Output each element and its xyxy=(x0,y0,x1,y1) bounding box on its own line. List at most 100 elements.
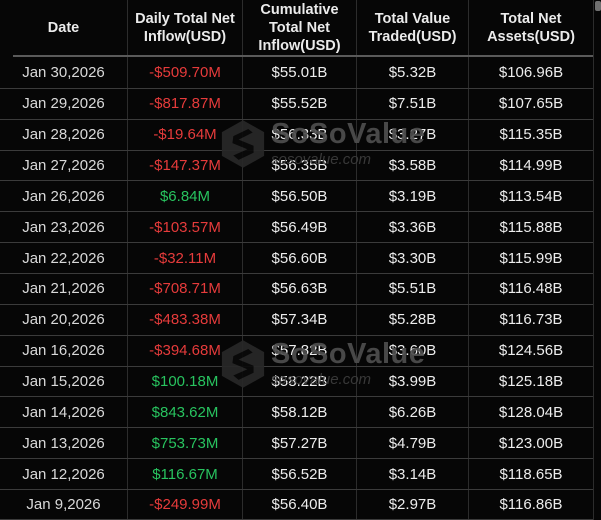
date-cell: Jan 23,2026 xyxy=(0,212,128,243)
cumulative-inflow-cell: $58.22B xyxy=(243,366,357,397)
date-cell: Jan 30,2026 xyxy=(0,57,128,88)
table-row: Jan 15,2026 $100.18M $58.22B $3.99B $125… xyxy=(0,365,593,397)
table-row: Jan 29,2026 -$817.87M $55.52B $7.51B $10… xyxy=(0,87,593,119)
date-cell: Jan 9,2026 xyxy=(0,490,128,519)
header-divider-line xyxy=(13,55,593,57)
table-row: Jan 12,2026 $116.67M $56.52B $3.14B $118… xyxy=(0,458,593,490)
table-row: Jan 27,2026 -$147.37M $56.35B $3.58B $11… xyxy=(0,149,593,181)
cumulative-inflow-cell: $55.01B xyxy=(243,57,357,88)
column-header[interactable]: Total Value Traded(USD) xyxy=(357,0,469,56)
cumulative-inflow-cell: $57.27B xyxy=(243,428,357,459)
net-assets-cell: $124.56B xyxy=(498,342,564,360)
daily-net-inflow-cell: -$817.87M xyxy=(128,88,243,119)
daily-net-inflow-cell: $116.67M xyxy=(128,459,243,490)
column-header[interactable]: Cumulative Total Net Inflow(USD) xyxy=(243,0,357,56)
daily-net-inflow-cell: $100.18M xyxy=(128,366,243,397)
column-header[interactable]: Date xyxy=(0,0,128,56)
daily-net-inflow-cell: -$19.64M xyxy=(128,119,243,150)
value-traded-cell: $3.60B xyxy=(357,335,469,366)
net-assets-cell: $113.54B xyxy=(499,187,563,205)
net-assets-cell: $116.86B xyxy=(499,495,563,513)
cumulative-inflow-cell: $57.82B xyxy=(243,335,357,366)
daily-net-inflow-cell: -$483.38M xyxy=(128,304,243,335)
table-row: Jan 22,2026 -$32.11M $56.60B $3.30B $115… xyxy=(0,242,593,274)
table-header-row: Date Daily Total Net Inflow(USD) Cumulativ… xyxy=(0,0,593,56)
column-header[interactable]: Total Net Assets(USD) xyxy=(487,11,575,45)
cumulative-inflow-cell: $56.35B xyxy=(243,150,357,181)
cumulative-inflow-cell: $56.63B xyxy=(243,274,357,304)
value-traded-cell: $3.58B xyxy=(357,150,469,181)
value-traded-cell: $6.26B xyxy=(357,397,469,428)
cumulative-inflow-cell: $56.49B xyxy=(243,212,357,243)
date-cell: Jan 27,2026 xyxy=(0,150,128,181)
date-cell: Jan 16,2026 xyxy=(0,335,128,366)
table-row: Jan 26,2026 $6.84M $56.50B $3.19B $113.5… xyxy=(0,180,593,212)
value-traded-cell: $5.32B xyxy=(357,57,469,88)
vertical-scrollbar-track[interactable] xyxy=(593,0,601,520)
cumulative-inflow-cell: $56.50B xyxy=(243,181,357,212)
vertical-scrollbar-thumb[interactable] xyxy=(594,1,601,11)
net-assets-cell: $115.88B xyxy=(499,218,563,236)
value-traded-cell: $5.51B xyxy=(357,274,469,304)
date-cell: Jan 28,2026 xyxy=(0,119,128,150)
net-assets-cell: $106.96B xyxy=(498,63,564,81)
table-row: Jan 20,2026 -$483.38M $57.34B $5.28B $11… xyxy=(0,303,593,335)
date-cell: Jan 29,2026 xyxy=(0,88,128,119)
value-traded-cell: $3.99B xyxy=(357,366,469,397)
date-cell: Jan 20,2026 xyxy=(0,304,128,335)
daily-net-inflow-cell: -$147.37M xyxy=(128,150,243,181)
cumulative-inflow-cell: $55.52B xyxy=(243,88,357,119)
value-traded-cell: $2.97B xyxy=(357,490,469,519)
cumulative-inflow-cell: $58.12B xyxy=(243,397,357,428)
value-traded-cell: $7.51B xyxy=(357,88,469,119)
table-row: Jan 21,2026 -$708.71M $56.63B $5.51B $11… xyxy=(0,273,593,304)
table-row: Jan 14,2026 $843.62M $58.12B $6.26B $128… xyxy=(0,396,593,428)
net-assets-cell: $116.73B xyxy=(499,311,563,329)
table-row: Jan 30,2026 -$509.70M $55.01B $5.32B $10… xyxy=(0,57,593,88)
net-assets-cell: $114.99B xyxy=(499,157,563,174)
daily-net-inflow-cell: $753.73M xyxy=(128,428,243,459)
table-row: Jan 9,2026 -$249.99M $56.40B $2.97B $116… xyxy=(0,489,593,520)
daily-net-inflow-cell: -$394.68M xyxy=(128,335,243,366)
table-row: Jan 13,2026 $753.73M $57.27B $4.79B $123… xyxy=(0,427,593,459)
value-traded-cell: $3.27B xyxy=(357,119,469,150)
value-traded-cell: $3.36B xyxy=(357,212,469,243)
net-assets-cell: $115.99B xyxy=(499,249,563,267)
cumulative-inflow-cell: $56.60B xyxy=(243,243,357,274)
date-cell: Jan 22,2026 xyxy=(0,243,128,274)
daily-net-inflow-cell: -$708.71M xyxy=(128,274,243,304)
daily-net-inflow-cell: -$509.70M xyxy=(128,57,243,88)
daily-net-inflow-cell: $843.62M xyxy=(128,397,243,428)
net-assets-cell: $115.35B xyxy=(499,126,563,144)
net-assets-cell: $107.65B xyxy=(498,95,564,113)
date-cell: Jan 26,2026 xyxy=(0,181,128,212)
table-row: Jan 28,2026 -$19.64M $56.33B $3.27B $115… xyxy=(0,118,593,150)
daily-net-inflow-cell: -$32.11M xyxy=(128,243,243,274)
table-row: Jan 16,2026 -$394.68M $57.82B $3.60B $12… xyxy=(0,334,593,366)
date-cell: Jan 14,2026 xyxy=(0,397,128,428)
table-row: Jan 23,2026 -$103.57M $56.49B $3.36B $11… xyxy=(0,211,593,243)
daily-net-inflow-cell: -$103.57M xyxy=(128,212,243,243)
table-body: Jan 30,2026 -$509.70M $55.01B $5.32B $10… xyxy=(0,57,593,520)
daily-net-inflow-cell: -$249.99M xyxy=(128,490,243,519)
net-assets-cell: $128.04B xyxy=(498,403,564,421)
cumulative-inflow-cell: $57.34B xyxy=(243,304,357,335)
date-cell: Jan 15,2026 xyxy=(0,366,128,397)
date-cell: Jan 13,2026 xyxy=(0,428,128,459)
value-traded-cell: $3.19B xyxy=(357,181,469,212)
net-assets-cell: $118.65B xyxy=(499,465,563,483)
column-header[interactable]: Daily Total Net Inflow(USD) xyxy=(128,0,243,56)
net-assets-cell: $125.18B xyxy=(498,373,564,391)
value-traded-cell: $4.79B xyxy=(357,428,469,459)
cumulative-inflow-cell: $56.52B xyxy=(243,459,357,490)
daily-net-inflow-cell: $6.84M xyxy=(128,181,243,212)
cumulative-inflow-cell: $56.40B xyxy=(243,490,357,519)
value-traded-cell: $3.14B xyxy=(357,459,469,490)
net-assets-cell: $116.48B xyxy=(499,280,563,298)
net-assets-cell: $123.00B xyxy=(498,434,564,452)
date-cell: Jan 21,2026 xyxy=(0,274,128,304)
date-cell: Jan 12,2026 xyxy=(0,459,128,490)
value-traded-cell: $3.30B xyxy=(357,243,469,274)
